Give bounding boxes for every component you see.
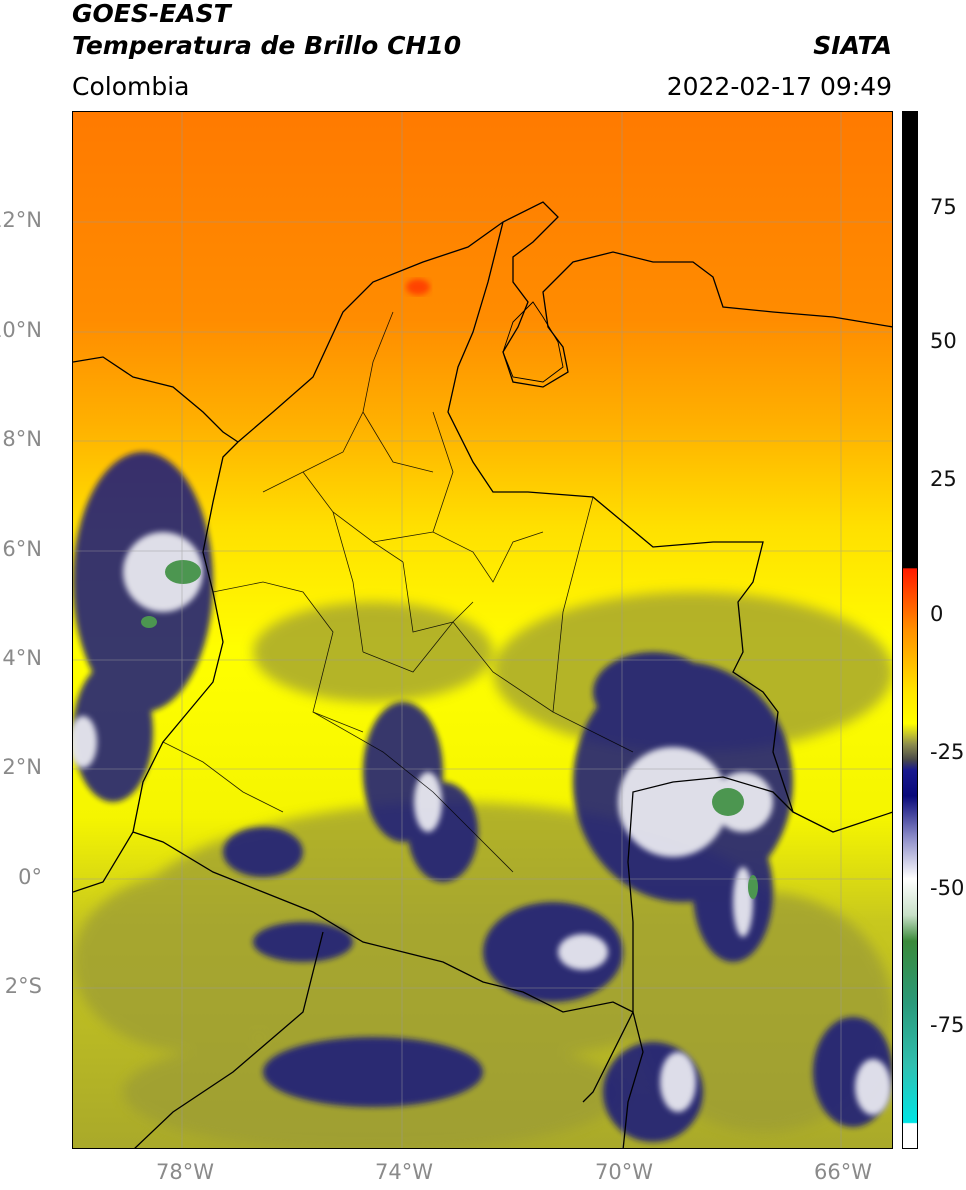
- colorbar-tick: 25: [930, 467, 957, 491]
- lat-label: 4°N: [2, 646, 42, 670]
- cloud-cold-tops: [73, 532, 891, 1115]
- colorbar-tick: -25: [930, 740, 965, 764]
- datetime-label: 2022-02-17 09:49: [666, 72, 892, 101]
- lat-label: 12°N: [0, 208, 42, 232]
- lake-maracaibo: [502, 301, 564, 383]
- agency-label: SIATA: [813, 31, 892, 60]
- lat-label: 0°: [18, 865, 42, 889]
- colorbar: [902, 111, 918, 1149]
- lon-label: 78°W: [156, 1160, 214, 1184]
- colorbar-tick: -50: [930, 876, 965, 900]
- lat-label: 2°N: [2, 755, 42, 779]
- lat-label: 10°N: [0, 318, 42, 342]
- colorbar-tick: 0: [930, 602, 944, 626]
- region-label: Colombia: [72, 72, 190, 101]
- cloud-navy-layer: [73, 452, 892, 1142]
- colorbar-tick: 75: [930, 195, 957, 219]
- colorbar-tick: 50: [930, 329, 957, 353]
- satellite-title: GOES-EAST: [72, 0, 231, 28]
- brightness-temperature-field: [73, 112, 892, 1148]
- product-title: Temperatura de Brillo CH10: [72, 31, 462, 60]
- cloud-green-cores: [141, 560, 758, 899]
- colorbar-tick: -75: [930, 1013, 965, 1037]
- satellite-map: [72, 111, 893, 1149]
- department-boundaries: [162, 311, 634, 873]
- lon-label: 74°W: [375, 1160, 433, 1184]
- lat-label: 6°N: [2, 537, 42, 561]
- lat-label: 8°N: [2, 427, 42, 451]
- lon-label: 70°W: [595, 1160, 653, 1184]
- lat-label: 2°S: [4, 974, 42, 998]
- lon-label: 66°W: [814, 1160, 872, 1184]
